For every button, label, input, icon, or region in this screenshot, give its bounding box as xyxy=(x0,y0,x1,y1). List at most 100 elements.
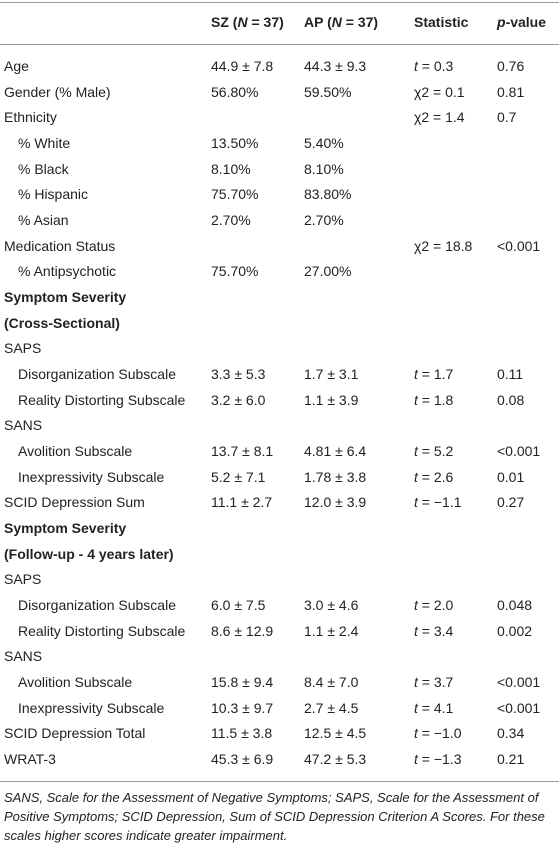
row-cell: 0.27 xyxy=(497,494,525,511)
row-label: Symptom Severity xyxy=(4,520,127,537)
text-part: = 1.7 xyxy=(417,366,454,383)
text-part: = 0.3 xyxy=(417,58,454,74)
row-label: WRAT-3 xyxy=(4,751,56,768)
row-label: Gender (% Male) xyxy=(4,83,111,100)
row-cell: 1.7 ± 3.1 xyxy=(304,366,359,383)
row-cell: t = 3.4 xyxy=(414,619,453,644)
row-cell: 11.5 ± 3.8 xyxy=(211,725,273,742)
row-cell: t = 3.7 xyxy=(414,670,453,695)
text-part: = −1.1 xyxy=(417,494,462,511)
row-cell: 5.2 ± 7.1 xyxy=(211,468,266,485)
row-cell: 44.3 ± 9.3 xyxy=(304,58,367,74)
italic-part: t xyxy=(414,58,418,74)
row-cell: 6.0 ± 7.5 xyxy=(211,597,266,614)
row-cell: 4.81 ± 6.4 xyxy=(304,443,367,460)
row-cell: 75.70% xyxy=(211,263,259,280)
italic-part: t xyxy=(414,391,418,408)
text-part: = −1.0 xyxy=(417,725,462,742)
row-label: Reality Distorting Subscale xyxy=(18,622,186,639)
italic-part: t xyxy=(414,597,418,614)
row-cell: χ2 = 0.1 xyxy=(414,83,465,100)
row-cell: 44.9 ± 7.8 xyxy=(211,58,274,74)
row-label: (Follow-up - 4 years later) xyxy=(4,545,174,562)
row-cell: 0.11 xyxy=(497,366,524,383)
row-label: SAPS xyxy=(4,340,42,357)
text-part: = 37) xyxy=(247,14,284,30)
row-cell: 12.0 ± 3.9 xyxy=(304,494,367,511)
row-label: Disorganization Subscale xyxy=(18,366,176,383)
row-cell: 59.50% xyxy=(304,83,352,100)
row-label: Reality Distorting Subscale xyxy=(18,391,186,408)
row-label: % Antipsychotic xyxy=(18,263,117,280)
text-part: = 37) xyxy=(341,14,379,30)
row-cell: 83.80% xyxy=(304,186,352,203)
text-part: = 3.4 xyxy=(417,622,454,639)
row-cell: 3.3 ± 5.3 xyxy=(211,366,266,383)
header-cell: AP (N = 37) xyxy=(304,10,378,35)
row-cell: 56.80% xyxy=(211,83,259,100)
italic-part: t xyxy=(414,725,418,742)
row-cell: t = −1.0 xyxy=(414,721,461,746)
row-cell: 3.0 ± 4.6 xyxy=(304,597,359,614)
row-cell: 0.08 xyxy=(497,391,525,408)
row-cell: t = 5.2 xyxy=(414,439,453,464)
row-label: % White xyxy=(18,135,71,151)
row-cell: <0.001 xyxy=(497,443,541,460)
row-label: SANS xyxy=(4,417,43,434)
text-part: SZ ( xyxy=(211,14,238,30)
row-cell: 8.10% xyxy=(211,160,251,177)
row-cell: 0.34 xyxy=(497,725,525,742)
row-cell: t = −1.1 xyxy=(414,490,461,515)
text-part: -value xyxy=(505,14,547,30)
italic-part: t xyxy=(414,494,418,511)
row-cell: t = −1.3 xyxy=(414,747,461,772)
italic-part: t xyxy=(414,751,418,768)
italic-part: N xyxy=(331,14,342,30)
row-cell: t = 2.6 xyxy=(414,465,453,490)
text-part: = −1.3 xyxy=(417,751,462,768)
row-cell: 1.78 ± 3.8 xyxy=(304,468,367,485)
row-label: SCID Depression Total xyxy=(4,725,146,742)
row-cell: <0.001 xyxy=(497,674,541,691)
row-label: (Cross-Sectional) xyxy=(4,314,120,331)
row-cell: 12.5 ± 4.5 xyxy=(304,725,367,742)
row-label: SANS xyxy=(4,648,43,665)
italic-part: p xyxy=(497,14,506,30)
row-cell: 15.8 ± 9.4 xyxy=(211,674,274,691)
italic-part: t xyxy=(414,443,418,460)
row-cell: 27.00% xyxy=(304,263,352,280)
row-cell: t = 4.1 xyxy=(414,696,453,721)
row-label: Symptom Severity xyxy=(4,289,127,306)
row-cell: 0.002 xyxy=(497,622,533,639)
text-part: = 3.7 xyxy=(417,674,454,691)
row-label: Avolition Subscale xyxy=(18,674,133,691)
header-cell: SZ (N = 37) xyxy=(211,10,284,35)
row-cell: 0.81 xyxy=(497,83,525,100)
text-part: = 5.2 xyxy=(417,443,454,460)
row-label: Inexpressivity Subscale xyxy=(18,468,165,485)
row-cell: 1.1 ± 3.9 xyxy=(304,391,359,408)
row-cell: 8.4 ± 7.0 xyxy=(304,674,359,691)
footnote: SANS, Scale for the Assessment of Negati… xyxy=(4,790,545,843)
row-cell: t = 2.0 xyxy=(414,593,453,618)
header-rule xyxy=(0,44,559,45)
row-cell: 8.10% xyxy=(304,160,344,177)
row-label: Avolition Subscale xyxy=(18,443,133,460)
italic-part: t xyxy=(414,366,418,383)
italic-part: t xyxy=(414,468,418,485)
italic-part: t xyxy=(414,699,418,716)
row-cell: t = 1.7 xyxy=(414,362,453,387)
row-cell: 0.048 xyxy=(497,597,533,614)
text-part: = 2.6 xyxy=(417,468,454,485)
row-cell: 2.7 ± 4.5 xyxy=(304,699,359,716)
italic-part: N xyxy=(237,14,248,30)
row-label: % Black xyxy=(18,160,69,177)
row-cell: t = 0.3 xyxy=(414,54,453,79)
italic-part: t xyxy=(414,674,418,691)
italic-part: t xyxy=(414,622,418,639)
row-cell: 47.2 ± 5.3 xyxy=(304,751,367,768)
row-cell: 10.3 ± 9.7 xyxy=(211,699,274,716)
row-cell: 0.76 xyxy=(497,58,525,74)
text-part: = 2.0 xyxy=(417,597,454,614)
